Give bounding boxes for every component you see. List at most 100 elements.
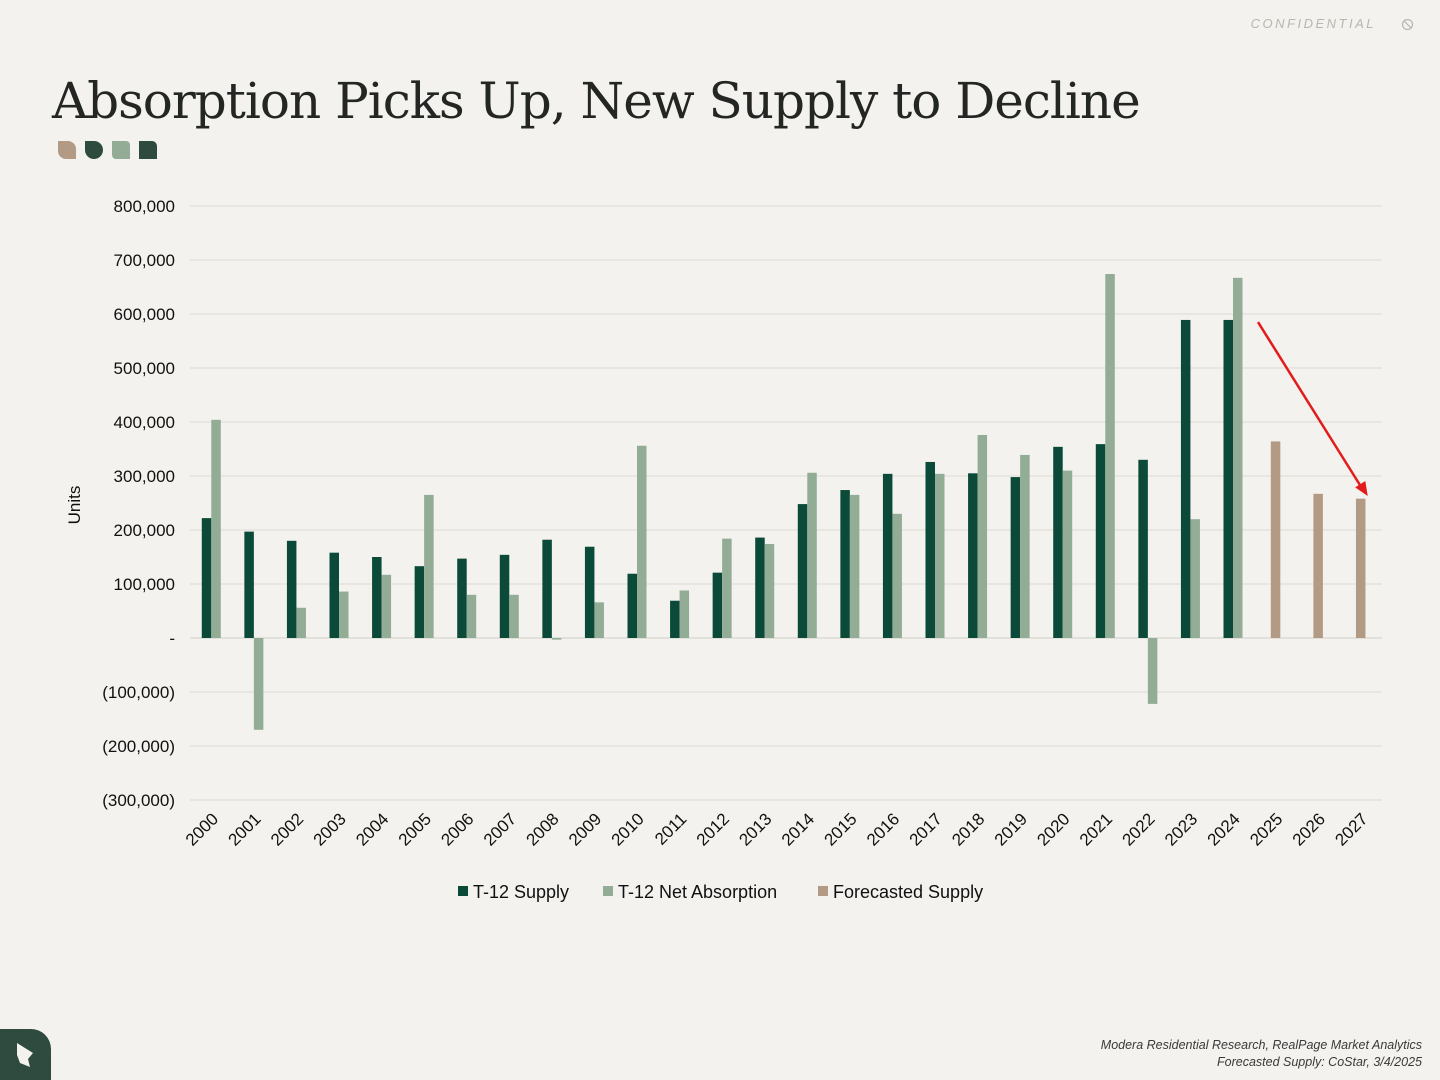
x-tick-label: 2027 <box>1331 809 1371 849</box>
bar-t-12-net-absorption <box>551 638 562 640</box>
bar-t-12-supply <box>584 546 595 638</box>
no-share-icon <box>1401 18 1414 31</box>
x-tick-label: 2011 <box>651 809 690 848</box>
bar-t-12-net-absorption <box>977 434 988 638</box>
source-line-1: Modera Residential Research, RealPage Ma… <box>1100 1038 1422 1052</box>
y-tick-label: (300,000) <box>102 791 175 810</box>
square-shape-icon <box>139 141 157 159</box>
bar-t-12-supply <box>499 554 510 638</box>
bar-t-12-net-absorption <box>637 445 647 638</box>
leaf-shape-icon <box>58 141 76 159</box>
legend-swatch <box>818 886 828 896</box>
x-tick-label: 2020 <box>1033 809 1073 849</box>
bar-t-12-supply <box>840 490 850 638</box>
x-tick-label: 2022 <box>1119 809 1159 849</box>
y-tick-label: (200,000) <box>102 737 175 756</box>
bar-t-12-net-absorption <box>1105 274 1115 638</box>
bar-t-12-supply <box>670 600 680 638</box>
x-tick-label: 2004 <box>352 809 392 849</box>
bar-t-12-supply <box>755 537 765 638</box>
x-tick-label: 2009 <box>565 809 605 849</box>
legend-label: Forecasted Supply <box>833 882 983 902</box>
bar-t-12-net-absorption <box>339 591 349 638</box>
bar-t-12-supply <box>1138 459 1148 638</box>
source-line-2: Forecasted Supply: CoStar, 3/4/2025 <box>1217 1055 1422 1069</box>
bar-t-12-net-absorption <box>764 544 775 638</box>
bar-forecasted-supply <box>1355 498 1366 638</box>
bar-t-12-supply <box>542 539 552 638</box>
bar-t-12-net-absorption <box>509 594 519 638</box>
x-tick-label: 2018 <box>948 809 988 849</box>
bar-t-12-net-absorption <box>1147 638 1158 704</box>
x-tick-label: 2017 <box>906 809 946 849</box>
x-tick-label: 2001 <box>225 809 265 849</box>
bar-t-12-net-absorption <box>1020 454 1030 638</box>
bar-t-12-supply <box>1010 477 1021 638</box>
x-tick-label: 2015 <box>821 809 861 849</box>
trend-arrow-head <box>1355 480 1368 496</box>
bar-forecasted-supply <box>1270 441 1281 638</box>
x-tick-label: 2016 <box>863 809 903 849</box>
y-tick-label: (100,000) <box>102 683 175 702</box>
x-tick-label: 2019 <box>991 809 1031 849</box>
x-tick-label: 2002 <box>267 809 307 849</box>
bar-t-12-supply <box>1223 319 1233 638</box>
bar-t-12-supply <box>286 540 297 638</box>
bar-t-12-supply <box>797 504 808 638</box>
bar-t-12-net-absorption <box>253 638 264 730</box>
bar-t-12-net-absorption <box>1233 277 1243 638</box>
brand-logo <box>0 1029 51 1080</box>
bar-t-12-net-absorption <box>211 419 221 638</box>
x-tick-label: 2006 <box>437 809 477 849</box>
x-tick-label: 2007 <box>480 809 520 849</box>
bar-t-12-supply <box>968 473 978 638</box>
bar-t-12-net-absorption <box>1190 519 1200 638</box>
y-tick-label: 200,000 <box>114 521 175 540</box>
y-tick-label: 600,000 <box>114 305 175 324</box>
bar-t-12-supply <box>329 552 339 638</box>
y-tick-label: 500,000 <box>114 359 175 378</box>
x-tick-label: 2008 <box>523 809 563 849</box>
bar-t-12-supply <box>712 572 723 638</box>
x-tick-label: 2026 <box>1289 809 1329 849</box>
y-tick-label: 700,000 <box>114 251 175 270</box>
bar-t-12-net-absorption <box>466 594 477 638</box>
x-tick-label: 2023 <box>1161 809 1201 849</box>
legend-label: T-12 Net Absorption <box>618 882 777 902</box>
x-tick-label: 2012 <box>693 809 733 849</box>
x-tick-label: 2025 <box>1246 809 1286 849</box>
y-axis-title: Units <box>65 486 84 525</box>
y-tick-label: - <box>169 629 175 648</box>
bar-t-12-net-absorption <box>381 574 392 638</box>
bar-t-12-supply <box>244 531 254 638</box>
bar-t-12-net-absorption <box>1062 470 1073 638</box>
x-tick-label: 2000 <box>182 809 222 849</box>
legend-swatch <box>603 886 613 896</box>
bar-t-12-supply <box>1095 444 1106 638</box>
bar-t-12-supply <box>201 518 212 638</box>
x-tick-label: 2021 <box>1076 809 1116 849</box>
source-note: Modera Residential Research, RealPage Ma… <box>1101 1037 1422 1071</box>
y-tick-label: 300,000 <box>114 467 175 486</box>
bar-t-12-net-absorption <box>722 538 732 638</box>
bar-t-12-supply <box>627 573 637 638</box>
x-tick-label: 2010 <box>608 809 648 849</box>
y-tick-label: 100,000 <box>114 575 175 594</box>
decorative-shapes <box>58 141 157 159</box>
bar-t-12-net-absorption <box>807 472 817 638</box>
x-tick-label: 2013 <box>735 809 775 849</box>
x-tick-label: 2005 <box>395 809 435 849</box>
bar-t-12-supply <box>1180 319 1191 638</box>
bar-t-12-supply <box>1053 446 1063 638</box>
bar-t-12-net-absorption <box>849 494 860 638</box>
trend-arrow-line <box>1256 321 1365 492</box>
y-tick-label: 800,000 <box>114 197 175 216</box>
legend-label: T-12 Supply <box>473 882 569 902</box>
bar-t-12-net-absorption <box>594 602 604 638</box>
x-tick-label: 2024 <box>1204 809 1244 849</box>
y-tick-label: 400,000 <box>114 413 175 432</box>
leaf-logo-icon <box>17 1043 33 1067</box>
bar-t-12-supply <box>882 473 893 638</box>
confidential-label: CONFIDENTIAL <box>1250 16 1376 31</box>
